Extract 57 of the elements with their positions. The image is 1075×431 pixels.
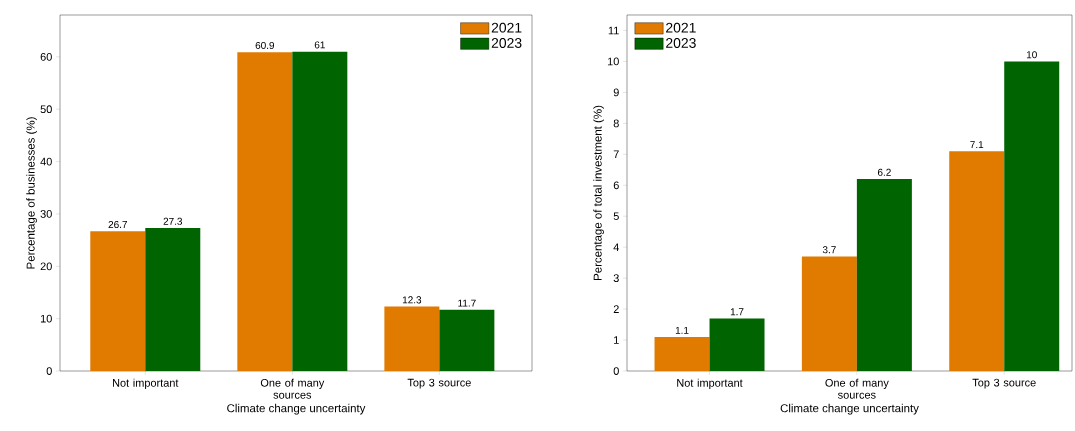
y-tick-label: 60 bbox=[40, 53, 52, 61]
bar bbox=[292, 51, 348, 371]
data-label: 1.1 bbox=[675, 326, 689, 334]
legend-label: 2023 bbox=[666, 38, 696, 48]
x-tick-label: Top 3 source bbox=[407, 378, 471, 389]
legend-label: 2021 bbox=[491, 22, 522, 33]
y-tick-label: 6 bbox=[613, 181, 619, 190]
x-tick-label: One of many sources bbox=[825, 378, 889, 399]
x-axis-title: Climate change uncertainty bbox=[227, 403, 366, 415]
y-tick-label: 7 bbox=[613, 150, 619, 159]
data-label: 6.2 bbox=[877, 168, 891, 176]
x-tick-label: One of many sources bbox=[260, 378, 325, 399]
y-tick-label: 8 bbox=[613, 119, 619, 128]
data-label: 27.3 bbox=[163, 217, 183, 225]
y-tick-label: 4 bbox=[613, 243, 619, 251]
data-label: 60.9 bbox=[255, 41, 275, 49]
bar bbox=[801, 256, 857, 371]
bar bbox=[384, 306, 440, 371]
y-tick-label: 11 bbox=[608, 26, 619, 35]
bar bbox=[709, 318, 765, 371]
x-axis-title: Climate change uncertainty bbox=[780, 403, 919, 415]
bar bbox=[654, 336, 710, 371]
y-tick-label: 10 bbox=[40, 314, 52, 323]
y-tick-label: 1 bbox=[614, 336, 619, 344]
bar bbox=[237, 52, 293, 371]
legend-label: 2023 bbox=[491, 38, 522, 48]
y-tick-label: 0 bbox=[613, 367, 619, 375]
legend-label: 2021 bbox=[666, 22, 696, 33]
data-label: 1.7 bbox=[730, 308, 744, 316]
data-label: 26.7 bbox=[108, 220, 127, 229]
data-label: 61 bbox=[314, 41, 325, 49]
data-label: 11.7 bbox=[458, 299, 476, 307]
y-tick-label: 20 bbox=[40, 262, 52, 271]
bar bbox=[949, 151, 1005, 371]
x-tick-label: Not important bbox=[677, 378, 743, 389]
y-axis-title: Percentage of businesses (%) bbox=[26, 117, 37, 269]
x-tick-label: Not important bbox=[113, 378, 179, 389]
y-tick-label: 3 bbox=[613, 274, 619, 283]
y-tick-label: 40 bbox=[40, 157, 52, 166]
y-tick-label: 10 bbox=[607, 57, 619, 66]
data-label: 7.1 bbox=[970, 141, 984, 149]
y-tick-label: 2 bbox=[613, 305, 619, 313]
y-tick-label: 0 bbox=[46, 367, 52, 375]
bar bbox=[145, 228, 201, 371]
data-label: 10 bbox=[1026, 51, 1037, 59]
bar bbox=[1004, 61, 1060, 371]
y-tick-label: 30 bbox=[40, 210, 52, 218]
bar bbox=[856, 179, 912, 371]
y-axis-title: Percentage of total investment (%) bbox=[593, 105, 604, 280]
data-label: 3.7 bbox=[822, 246, 836, 254]
y-tick-label: 5 bbox=[613, 212, 619, 221]
y-tick-label: 9 bbox=[613, 88, 619, 97]
x-tick-label: Top 3 source bbox=[972, 378, 1036, 389]
data-label: 12.3 bbox=[402, 296, 422, 304]
bar bbox=[439, 309, 495, 371]
y-tick-label: 50 bbox=[40, 105, 52, 114]
bar bbox=[90, 231, 146, 371]
